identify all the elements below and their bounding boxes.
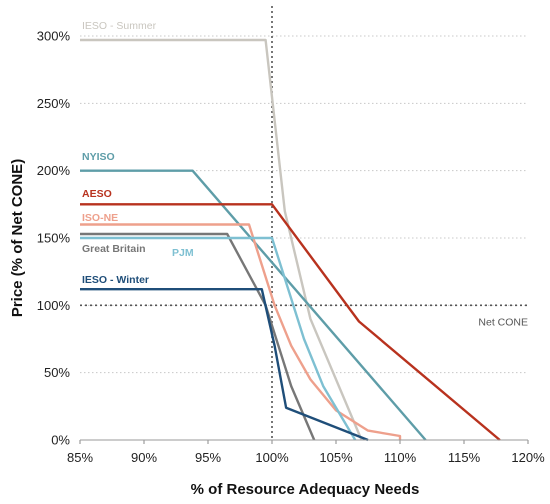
x-tick-label: 100% bbox=[255, 450, 289, 465]
y-tick-label: 200% bbox=[37, 163, 71, 178]
series-label-iso-ne: ISO-NE bbox=[82, 212, 118, 224]
x-axis-title: % of Resource Adequacy Needs bbox=[191, 481, 420, 498]
y-axis-title: Price (% of Net CONE) bbox=[9, 159, 26, 317]
series-label-great-britain: Great Britain bbox=[82, 243, 146, 255]
grid-lines bbox=[80, 35, 528, 374]
y-tick-label: 100% bbox=[37, 298, 71, 313]
x-tick-label: 90% bbox=[131, 450, 157, 465]
series-labels: IESO - Summer NYISO AESO ISO-NE Great Britai… bbox=[82, 20, 194, 286]
y-tick-label: 250% bbox=[37, 96, 71, 111]
x-tick-label: 105% bbox=[319, 450, 353, 465]
series-line-great-britain bbox=[80, 232, 316, 441]
axes bbox=[79, 439, 529, 444]
series-label-nyiso: NYISO bbox=[82, 151, 115, 163]
series-label-ieso-winter: IESO - Winter bbox=[82, 274, 149, 286]
net-cone-label: Net CONE bbox=[478, 316, 528, 328]
series-label-pjm: PJM bbox=[172, 247, 194, 259]
y-tick-label: 300% bbox=[37, 29, 71, 44]
y-tick-label: 50% bbox=[44, 365, 70, 380]
series-label-aeso: AESO bbox=[82, 188, 112, 200]
y-tick-label: 0% bbox=[51, 433, 70, 448]
series-line-ieso-winter bbox=[80, 288, 369, 442]
series-line-aeso bbox=[80, 203, 501, 441]
x-tick-label: 95% bbox=[195, 450, 221, 465]
tick-labels: 0% 50% 100% 150% 200% 250% 300% 85% 90% 95% 100% 10… bbox=[37, 29, 545, 466]
series-lines bbox=[80, 38, 501, 442]
series-line-nyiso bbox=[80, 169, 427, 441]
x-tick-label: 85% bbox=[67, 450, 93, 465]
x-tick-label: 115% bbox=[448, 450, 481, 465]
series-label-ieso-summer: IESO - Summer bbox=[82, 20, 157, 32]
series-line-pjm bbox=[80, 236, 357, 441]
x-tick-label: 120% bbox=[511, 450, 545, 465]
series-line-ieso-summer bbox=[80, 38, 363, 441]
series-line-iso-ne bbox=[80, 223, 402, 440]
reference-lines: Net CONE bbox=[80, 6, 528, 440]
x-tick-label: 110% bbox=[384, 450, 417, 465]
y-tick-label: 150% bbox=[37, 231, 71, 246]
